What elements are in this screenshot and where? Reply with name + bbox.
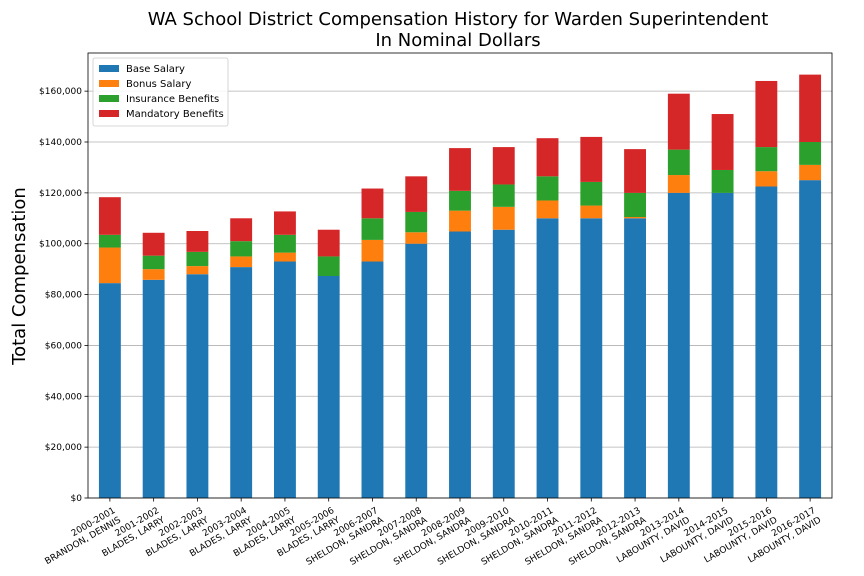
legend-label: Mandatory Benefits: [126, 109, 224, 120]
y-tick-label: $160,000: [39, 87, 82, 97]
bar-segment-base-salary: [449, 231, 471, 498]
bar-segment-bonus-salary: [667, 175, 690, 193]
plot-frame: [87, 52, 833, 499]
bar-segment-base-salary: [536, 218, 559, 499]
legend-box: [92, 57, 229, 127]
y-tick-label: $40,000: [45, 392, 82, 402]
bar-segment-mandatory-benefits: [98, 197, 121, 235]
chart-subtitle: In Nominal Dollars: [375, 30, 540, 51]
bar-segment-mandatory-benefits: [274, 211, 296, 235]
bar-segment-base-salary: [711, 192, 734, 498]
legend-swatch: [99, 110, 119, 117]
bar-segment-bonus-salary: [405, 232, 428, 244]
bar-segment-insurance-benefits: [536, 176, 559, 201]
bar-segment-bonus-salary: [492, 206, 515, 230]
bar-segment-bonus-salary: [536, 200, 559, 219]
bar-segment-base-salary: [624, 218, 646, 499]
bar-segment-insurance-benefits: [755, 147, 778, 172]
bar-segment-insurance-benefits: [98, 234, 121, 248]
bar-segment-bonus-salary: [142, 269, 165, 280]
bar-segment-bonus-salary: [186, 266, 209, 275]
bar-segment-insurance-benefits: [711, 169, 734, 193]
bar-segment-bonus-salary: [449, 210, 471, 232]
y-tick-label: $60,000: [45, 341, 82, 351]
bar-segment-insurance-benefits: [317, 256, 340, 277]
bar-segment-base-salary: [98, 283, 121, 498]
bar-segment-bonus-salary: [580, 205, 603, 219]
legend-swatch: [99, 65, 119, 72]
bar-segment-bonus-salary: [361, 239, 384, 262]
bar-segment-mandatory-benefits: [186, 231, 209, 252]
legend: Base Salary Bonus Salary Insurance Benefit…: [92, 57, 229, 127]
y-tick-label: $140,000: [39, 138, 82, 148]
bar-segment-bonus-salary: [799, 164, 822, 181]
bar-segment-base-salary: [580, 218, 603, 499]
bar-segment-mandatory-benefits: [799, 74, 822, 142]
bar-segment-insurance-benefits: [492, 184, 515, 207]
bar-segment-base-salary: [667, 192, 690, 498]
bar-segment-base-salary: [492, 229, 515, 498]
bar-segment-insurance-benefits: [361, 218, 384, 240]
legend-swatch: [99, 95, 119, 102]
bar-segment-mandatory-benefits: [755, 80, 778, 148]
bar-segment-insurance-benefits: [799, 142, 822, 165]
bar-segment-insurance-benefits: [230, 241, 253, 257]
bar-segment-mandatory-benefits: [230, 218, 253, 242]
chart-title: WA School District Compensation History …: [148, 9, 769, 30]
bar-segment-mandatory-benefits: [624, 149, 646, 193]
bar-segment-base-salary: [405, 243, 428, 498]
bar-segment-bonus-salary: [230, 256, 253, 268]
y-tick-label: $120,000: [39, 189, 82, 199]
y-tick-label: $100,000: [39, 240, 82, 250]
bar-segment-insurance-benefits: [580, 181, 603, 206]
bar-segment-bonus-salary: [274, 252, 296, 262]
bar-segment-mandatory-benefits: [711, 114, 734, 170]
bar-segment-insurance-benefits: [667, 149, 690, 176]
legend-label: Insurance Benefits: [126, 94, 219, 105]
bar-segment-base-salary: [230, 267, 253, 498]
bar-segment-insurance-benefits: [186, 251, 209, 267]
bars: [98, 74, 822, 499]
y-tick-labels: $0 $20,000 $40,000 $60,000 $80,000 $100,000 $1…: [39, 87, 82, 504]
y-tick-label: $80,000: [45, 291, 82, 301]
bar-segment-base-salary: [274, 261, 296, 498]
bar-segment-insurance-benefits: [449, 190, 471, 211]
bar-segment-base-salary: [142, 279, 165, 498]
y-tick-label: $20,000: [45, 443, 82, 453]
bar-segment-insurance-benefits: [274, 234, 296, 253]
bar-segment-insurance-benefits: [142, 255, 165, 270]
bar-segment-base-salary: [186, 274, 209, 498]
bar-segment-mandatory-benefits: [536, 138, 559, 177]
legend-label: Base Salary: [126, 64, 185, 75]
bar-segment-base-salary: [361, 261, 384, 498]
bar-segment-mandatory-benefits: [667, 93, 690, 150]
bar-segment-mandatory-benefits: [361, 188, 384, 219]
bar-segment-mandatory-benefits: [405, 176, 428, 212]
bar-segment-mandatory-benefits: [492, 147, 515, 185]
bar-segment-bonus-salary: [98, 247, 121, 284]
legend-swatch: [99, 80, 119, 87]
bar-segment-insurance-benefits: [624, 192, 646, 218]
bar-segment-base-salary: [317, 276, 340, 498]
bar-segment-mandatory-benefits: [142, 232, 165, 256]
bar-segment-bonus-salary: [624, 217, 646, 219]
bar-segment-mandatory-benefits: [449, 148, 471, 191]
bar-segment-base-salary: [755, 186, 778, 498]
axes: [84, 52, 833, 502]
y-axis-label: Total Compensation: [9, 187, 30, 366]
bar-segment-insurance-benefits: [405, 211, 428, 233]
y-tick-label: $0: [71, 494, 83, 504]
bar-segment-mandatory-benefits: [580, 136, 603, 182]
legend-label: Bonus Salary: [126, 79, 192, 90]
bar-segment-base-salary: [799, 180, 822, 498]
bar-segment-mandatory-benefits: [317, 229, 340, 257]
bar-segment-bonus-salary: [755, 171, 778, 187]
